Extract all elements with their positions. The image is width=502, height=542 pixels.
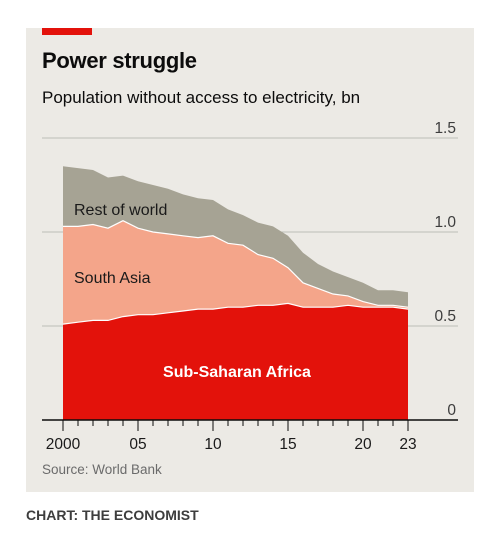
area-annotations: Rest of world South Asia Sub-Saharan Afric… xyxy=(74,202,311,381)
y-tick-label: 0.5 xyxy=(434,308,456,325)
area-south-asia xyxy=(63,220,408,325)
area-sub-saharan-africa xyxy=(63,303,408,420)
chart-title: Power struggle xyxy=(42,48,197,73)
x-tick-label: 23 xyxy=(399,436,416,453)
y-axis-labels: 0 0.5 1.0 1.5 xyxy=(434,120,456,419)
x-tick-label: 20 xyxy=(354,436,372,453)
area-boundary-line xyxy=(63,220,409,308)
y-tick-label: 0 xyxy=(447,402,456,419)
y-tick-label: 1.5 xyxy=(434,120,456,137)
x-tick-label: 10 xyxy=(204,436,222,453)
area-label: Sub-Saharan Africa xyxy=(163,364,311,381)
stacked-areas xyxy=(62,166,409,420)
chart-credit: CHART: THE ECONOMIST xyxy=(26,507,199,523)
x-tick-label: 05 xyxy=(129,436,146,453)
x-tick-label: 2000 xyxy=(46,436,81,453)
source-note: Source: World Bank xyxy=(42,462,162,477)
area-rest-of-world xyxy=(63,166,408,308)
area-boundary-line xyxy=(62,302,409,325)
area-label: Rest of world xyxy=(74,202,167,219)
y-tick-label: 1.0 xyxy=(434,214,456,231)
x-tick-label: 15 xyxy=(279,436,296,453)
accent-bar xyxy=(42,28,92,35)
x-axis: 2000 05 10 15 20 23 xyxy=(42,419,458,453)
chart-subtitle: Population without access to electricity… xyxy=(42,88,361,107)
area-label: South Asia xyxy=(74,270,151,287)
